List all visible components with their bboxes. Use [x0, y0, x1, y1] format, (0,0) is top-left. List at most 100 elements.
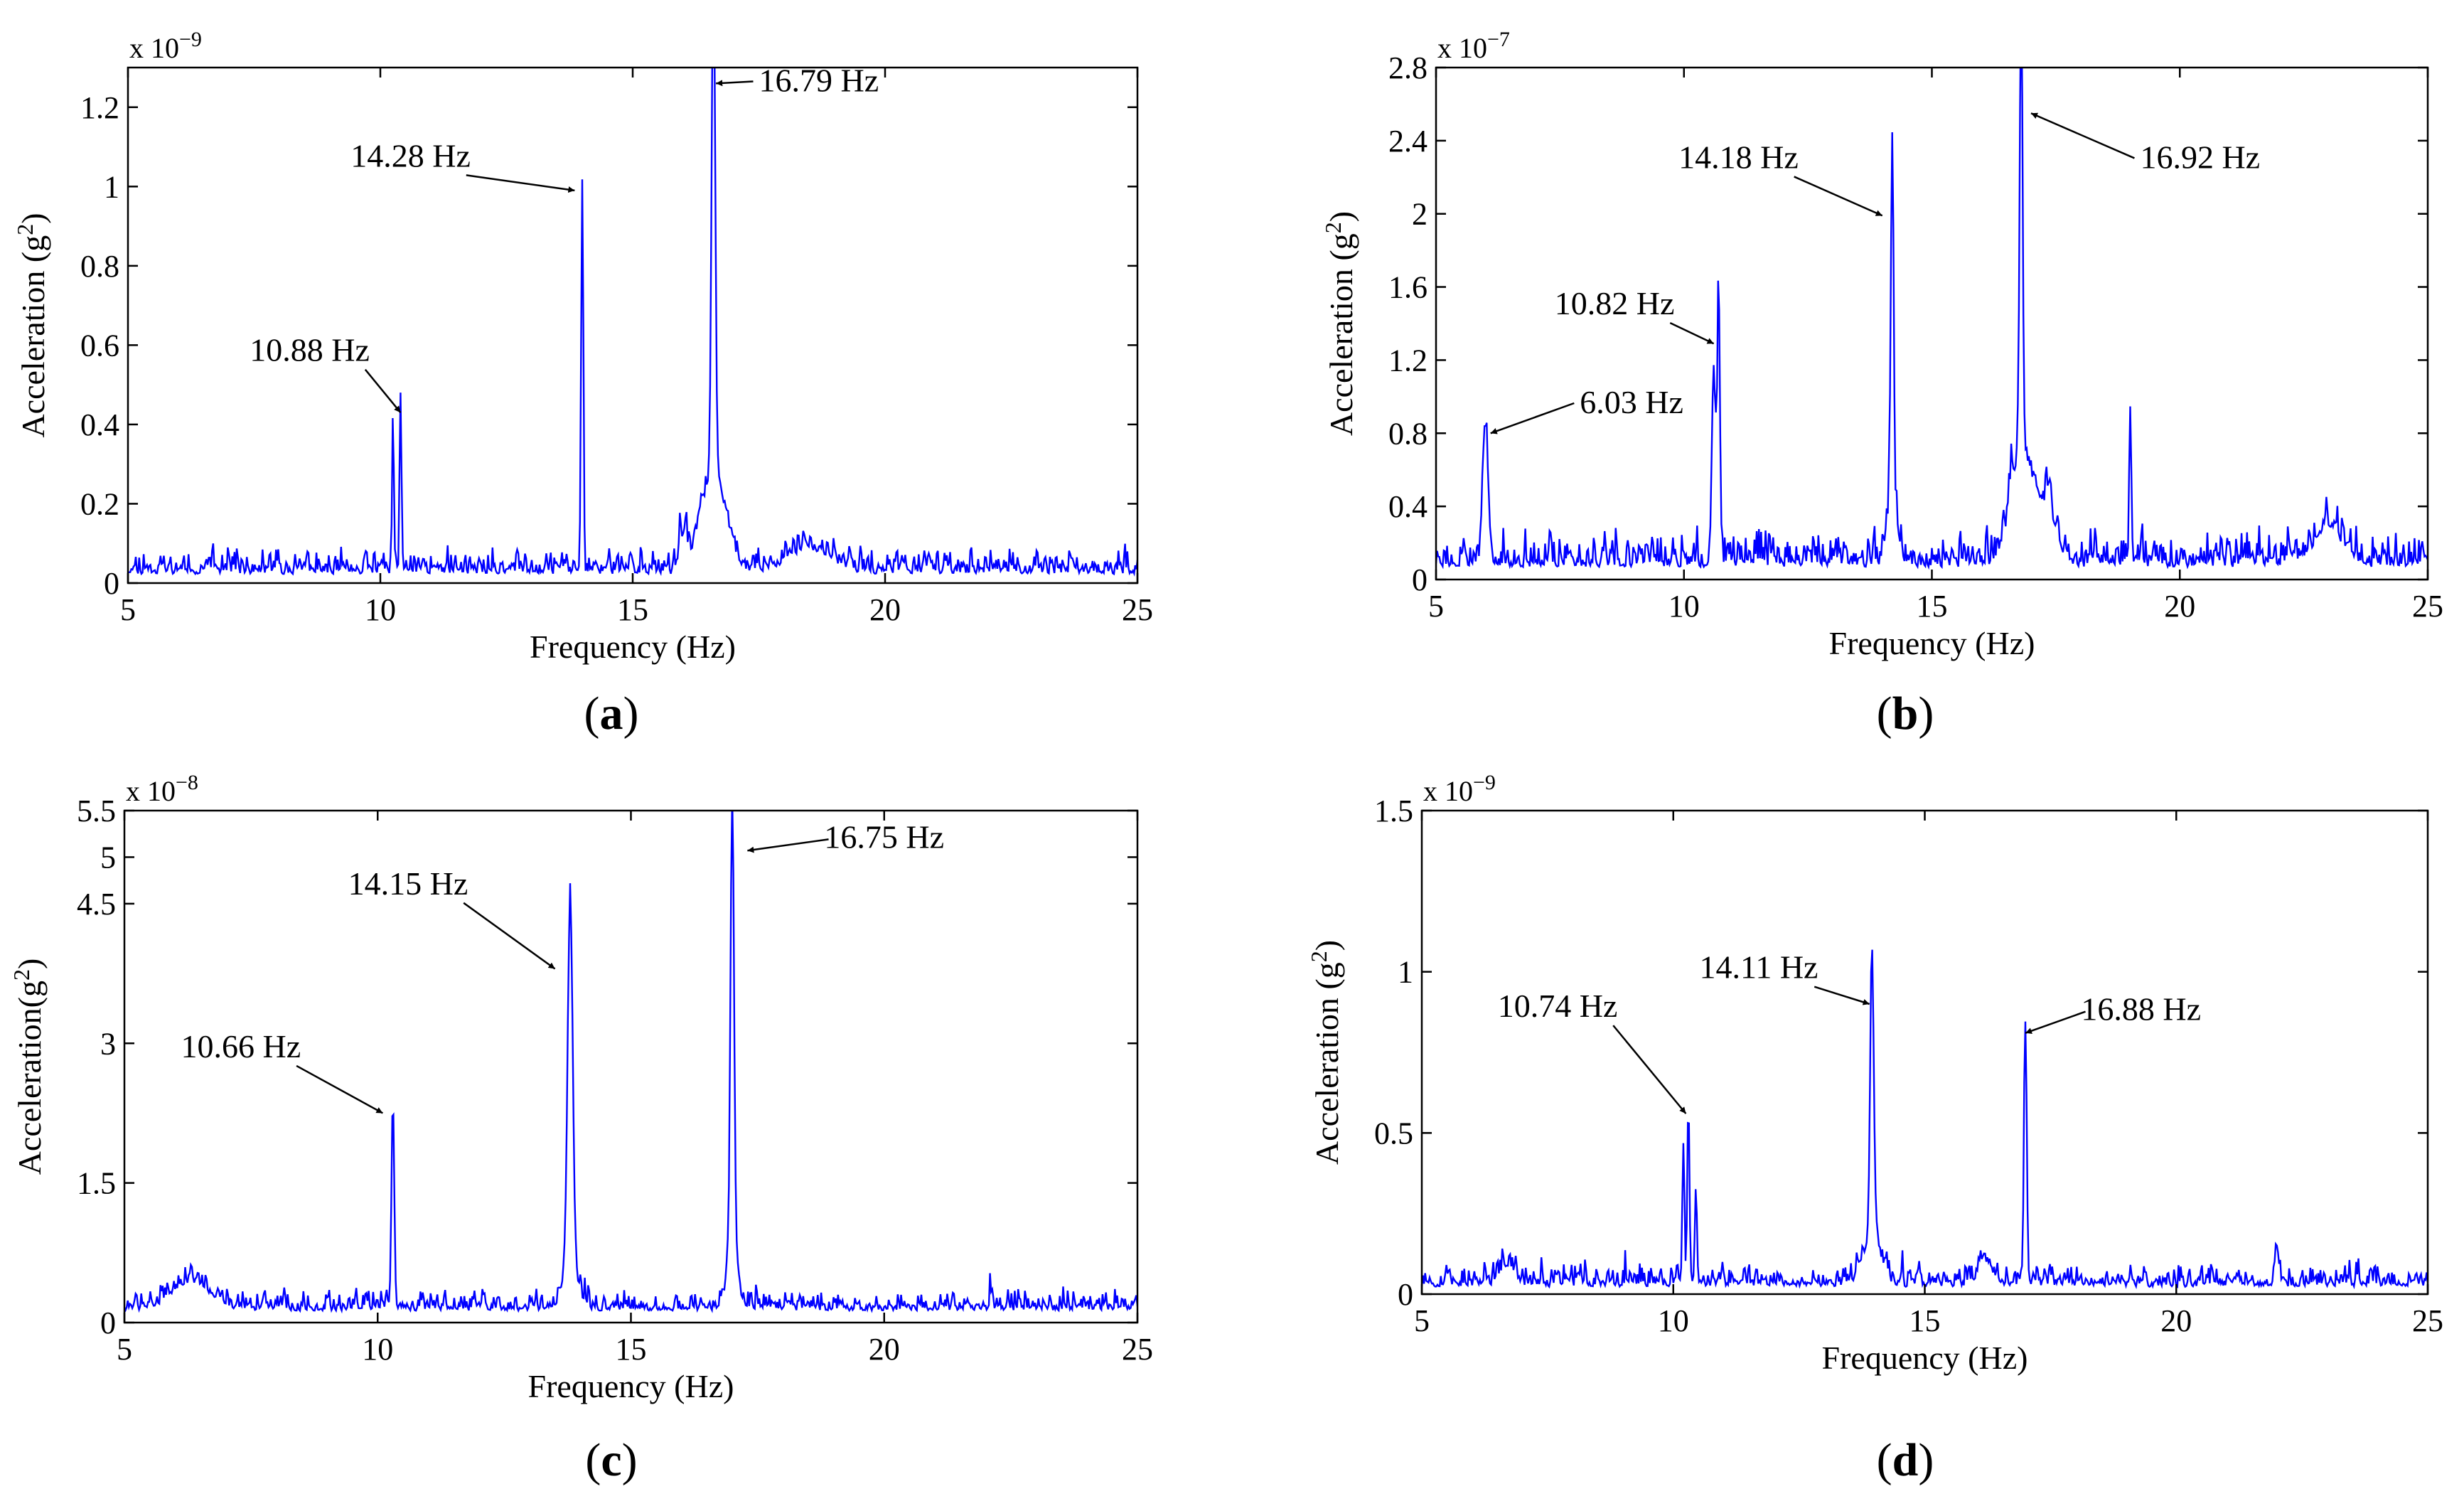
x-axis-label: Frequency (Hz) [1822, 1340, 2028, 1376]
peak-annotation-label: 14.28 Hz [350, 137, 471, 173]
x-axis-label: Frequency (Hz) [1829, 625, 2035, 661]
y-tick-label: 0.5 [1374, 1116, 1413, 1150]
y-tick-label: 0 [100, 1306, 116, 1340]
y-tick-label: 0 [1398, 1277, 1413, 1312]
x-tick-label: 10 [1668, 589, 1700, 624]
y-scale-factor: x 10−7 [1437, 28, 1510, 64]
x-tick-label: 10 [1658, 1303, 1689, 1338]
peak-annotation-arrow [747, 838, 829, 853]
panel-label: (a) [584, 688, 639, 740]
x-tick-label: 20 [869, 1332, 900, 1367]
y-tick-label: 1.2 [80, 90, 119, 125]
x-tick-label: 10 [365, 592, 396, 627]
y-tick-label: 1 [104, 169, 119, 204]
x-tick-label: 15 [1917, 589, 1948, 624]
y-tick-label: 2 [1412, 197, 1427, 232]
x-axis-label: Frequency (Hz) [530, 629, 736, 665]
peak-annotation-arrow [364, 368, 402, 413]
peak-annotation-arrow [1794, 176, 1883, 217]
y-tick-label: 2.4 [1388, 124, 1427, 159]
y-tick-label: 5.5 [77, 794, 116, 828]
peak-annotation-arrow [1669, 322, 1715, 345]
plot-frame [127, 66, 1139, 584]
peak-annotation-label: 14.15 Hz [348, 865, 468, 902]
y-axis-label: Acceleration (g2) [1306, 940, 1345, 1165]
plot-frame [1435, 66, 2429, 581]
x-tick-label: 15 [617, 592, 648, 627]
y-tick-label: 0.6 [80, 328, 119, 363]
y-scale-factor: x 10−9 [129, 28, 202, 64]
y-tick-label: 4.5 [77, 887, 116, 922]
peak-annotation-arrow [296, 1064, 383, 1114]
panel-label: (d) [1877, 1434, 1934, 1486]
y-tick-label: 1.2 [1388, 343, 1427, 378]
y-tick-label: 1 [1398, 955, 1413, 990]
y-axis-label: Acceleration (g2) [1320, 211, 1359, 436]
peak-annotation-label: 14.18 Hz [1678, 139, 1799, 175]
peak-annotation-arrow [2025, 1010, 2086, 1035]
peak-annotation-label: 6.03 Hz [1580, 384, 1683, 420]
chart-panel-3: 5 10 15 20 25 0 1.5 3 4.5 5 5.5 x 10−8 Frequency (Hz… [9, 771, 1153, 1486]
x-tick-label: 15 [1909, 1303, 1941, 1338]
plot-frame [123, 809, 1139, 1324]
peak-annotation-arrow [2030, 112, 2135, 159]
y-tick-label: 1.6 [1388, 270, 1427, 305]
x-tick-label: 25 [1122, 592, 1153, 627]
x-tick-label: 20 [2160, 1303, 2192, 1338]
series-line-spectrum [124, 811, 1137, 1314]
y-tick-label: 0 [1412, 562, 1427, 597]
y-tick-label: 0.4 [80, 407, 119, 442]
x-tick-label: 5 [1428, 589, 1444, 624]
x-tick-label: 25 [2412, 1303, 2443, 1338]
x-tick-label: 15 [616, 1332, 647, 1367]
series-line-spectrum [1436, 68, 2428, 570]
peak-annotation-label: 16.88 Hz [2081, 991, 2201, 1027]
panel-label: (b) [1877, 688, 1934, 740]
y-tick-label: 1.5 [77, 1166, 116, 1201]
peak-annotation-label: 10.82 Hz [1555, 285, 1675, 321]
plot-frame [1420, 809, 2429, 1296]
peak-annotation-label: 10.66 Hz [181, 1028, 301, 1064]
peak-annotation-arrow [463, 902, 556, 970]
y-tick-label: 5 [100, 840, 116, 875]
peak-annotation-arrow [1490, 402, 1575, 434]
y-scale-factor: x 10−8 [126, 771, 198, 807]
y-axis-label: Acceleration (g2) [12, 213, 51, 437]
x-tick-label: 20 [869, 592, 901, 627]
y-tick-label: 3 [100, 1026, 116, 1061]
x-tick-label: 20 [2164, 589, 2195, 624]
peak-annotation-label: 10.74 Hz [1498, 988, 1618, 1024]
x-axis-label: Frequency (Hz) [528, 1368, 734, 1404]
peak-annotation-label: 10.88 Hz [250, 332, 370, 368]
peak-annotation-label: 16.79 Hz [759, 62, 879, 98]
y-tick-label: 0.8 [1388, 416, 1427, 451]
peak-annotation-label: 14.11 Hz [1700, 949, 1818, 986]
y-tick-label: 0.2 [80, 486, 119, 521]
chart-panel-4: 5 10 15 20 25 0 0.5 1 1.5 x 10−9 Frequency (Hz) Acc… [1306, 771, 2443, 1486]
x-tick-label: 10 [362, 1332, 393, 1367]
panel-label: (c) [585, 1434, 637, 1486]
peak-annotation-arrow [716, 80, 754, 87]
peak-annotation-arrow [1612, 1025, 1687, 1114]
peak-annotation-label: 16.75 Hz [824, 818, 944, 855]
x-tick-label: 5 [1414, 1303, 1430, 1338]
chart-panel-2: 5 10 15 20 25 0 0.4 0.8 1.2 1.6 2 2.4 2.8 x 10−7 Frequ… [1320, 28, 2443, 740]
y-scale-factor: x 10−9 [1423, 771, 1496, 807]
y-tick-label: 2.8 [1388, 50, 1427, 85]
chart-panel-1: 5 10 15 20 25 0 0.2 0.4 0.6 0.8 1 1.2 x 10−9 Frequenc… [12, 28, 1153, 740]
x-tick-label: 5 [120, 592, 136, 627]
y-tick-label: 0 [104, 566, 119, 601]
peak-annotation-arrow [466, 174, 575, 193]
y-tick-label: 0.4 [1388, 489, 1427, 524]
peak-annotation-label: 16.92 Hz [2140, 139, 2260, 175]
y-axis-label: Acceleration(g2) [9, 959, 48, 1175]
x-tick-label: 5 [117, 1332, 132, 1367]
y-tick-label: 1.5 [1374, 794, 1413, 828]
y-tick-label: 0.8 [80, 249, 119, 284]
series-line-spectrum [128, 68, 1137, 577]
x-tick-label: 25 [2412, 589, 2443, 624]
peak-annotation-arrow [1814, 986, 1870, 1005]
x-tick-label: 25 [1122, 1332, 1153, 1367]
